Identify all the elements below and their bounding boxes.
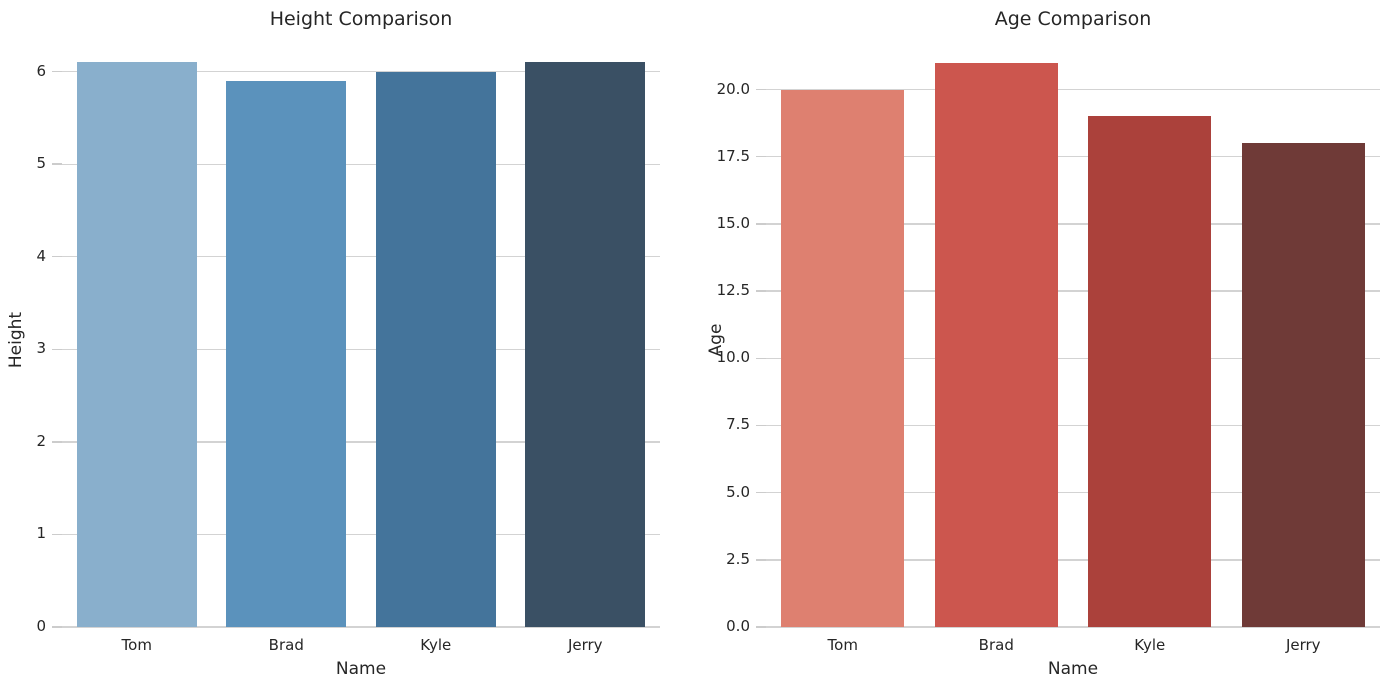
y-tick-label: 3 bbox=[36, 339, 46, 358]
y-tick-label: 15.0 bbox=[716, 213, 750, 232]
gridline bbox=[766, 424, 1380, 427]
y-tick-mark bbox=[52, 163, 62, 165]
gridline bbox=[62, 256, 660, 258]
y-tick-mark bbox=[756, 156, 766, 158]
gridline bbox=[62, 441, 660, 443]
bar-tom bbox=[76, 62, 197, 627]
gridline bbox=[766, 223, 1380, 225]
y-tick-mark bbox=[756, 357, 766, 359]
y-tick-mark bbox=[52, 70, 62, 73]
bar-jerry bbox=[525, 62, 646, 627]
chart-title: Age Comparison bbox=[994, 8, 1152, 30]
x-tick-label: Kyle bbox=[420, 636, 452, 654]
gridline bbox=[62, 626, 660, 628]
y-tick-mark bbox=[756, 559, 766, 561]
y-tick-label: 5.0 bbox=[726, 482, 750, 501]
bar-kyle bbox=[375, 71, 496, 627]
y-tick-label: 6 bbox=[36, 61, 46, 80]
bar-tom bbox=[781, 89, 905, 627]
plot-area bbox=[766, 42, 1380, 628]
y-tick-mark bbox=[756, 88, 766, 91]
y-tick-label: 4 bbox=[36, 246, 46, 265]
gridline bbox=[766, 357, 1380, 359]
x-tick-label: Jerry bbox=[567, 636, 603, 654]
y-tick-label: 1 bbox=[36, 524, 46, 543]
x-tick-label: Kyle bbox=[1134, 636, 1166, 654]
y-tick-mark bbox=[52, 533, 62, 536]
gridline bbox=[62, 533, 660, 536]
y-tick-label: 20.0 bbox=[716, 79, 750, 98]
gridline bbox=[766, 290, 1380, 292]
y-tick-mark bbox=[756, 626, 766, 628]
x-tick-label: Jerry bbox=[1285, 636, 1321, 654]
chart-title: Height Comparison bbox=[269, 8, 453, 30]
gridline bbox=[766, 88, 1380, 91]
bar-jerry bbox=[1241, 143, 1365, 627]
y-tick-mark bbox=[756, 290, 766, 292]
x-tick-label: Tom bbox=[827, 636, 858, 654]
bar-brad bbox=[934, 62, 1058, 627]
gridline bbox=[766, 626, 1380, 628]
x-tick-label: Brad bbox=[268, 636, 304, 654]
x-axis-label: Name bbox=[335, 659, 387, 679]
y-tick-mark bbox=[52, 348, 62, 350]
gridline bbox=[62, 163, 660, 165]
gridline bbox=[766, 156, 1380, 158]
y-tick-label: 10.0 bbox=[716, 348, 750, 367]
x-tick-label: Tom bbox=[121, 636, 152, 654]
y-tick-mark bbox=[756, 491, 766, 494]
x-tick-label: Brad bbox=[978, 636, 1014, 654]
bar-kyle bbox=[1088, 116, 1212, 627]
plot-area bbox=[62, 42, 660, 628]
y-tick-label: 2 bbox=[36, 431, 46, 450]
y-tick-mark bbox=[52, 626, 62, 628]
gridline bbox=[766, 491, 1380, 494]
gridline bbox=[62, 348, 660, 351]
y-tick-label: 0.0 bbox=[726, 617, 750, 635]
bar-brad bbox=[226, 80, 347, 627]
y-tick-label: 17.5 bbox=[716, 146, 750, 165]
y-tick-mark bbox=[52, 256, 62, 258]
y-tick-label: 12.5 bbox=[716, 281, 750, 300]
y-tick-mark bbox=[52, 441, 62, 443]
y-tick-mark bbox=[756, 223, 766, 225]
y-tick-label: 7.5 bbox=[726, 415, 750, 434]
gridline bbox=[62, 70, 660, 73]
y-tick-mark bbox=[756, 424, 766, 427]
y-tick-label: 0 bbox=[36, 617, 46, 635]
y-tick-label: 5 bbox=[36, 154, 46, 173]
gridline bbox=[766, 559, 1380, 561]
y-tick-label: 2.5 bbox=[726, 549, 750, 568]
x-axis-label: Name bbox=[1047, 659, 1099, 679]
